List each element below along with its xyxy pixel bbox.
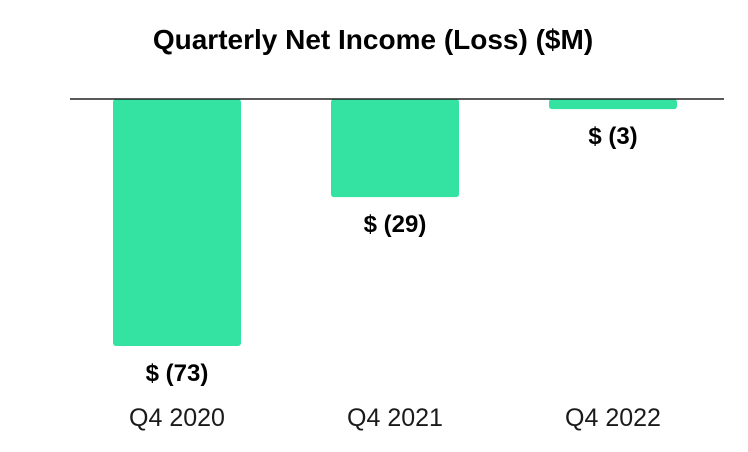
x-tick-label-q4-2020: Q4 2020 [129, 404, 225, 432]
bar-q4-2020 [113, 99, 241, 346]
bar-q4-2022 [549, 99, 677, 110]
x-tick-label-q4-2022: Q4 2022 [565, 404, 661, 432]
data-label-q4-2020: $ (73) [146, 360, 209, 387]
data-label-q4-2022: $ (3) [588, 123, 637, 150]
x-tick-label-q4-2021: Q4 2021 [347, 404, 443, 432]
chart-title: Quarterly Net Income (Loss) ($M) [152, 24, 594, 55]
bars-layer [113, 99, 677, 346]
data-label-q4-2021: $ (29) [364, 211, 427, 238]
bar-q4-2021 [331, 99, 459, 198]
labels-layer: $ (73) Q4 2020 $ (29) Q4 2021 $ (3) Q4 2022 [129, 123, 661, 432]
